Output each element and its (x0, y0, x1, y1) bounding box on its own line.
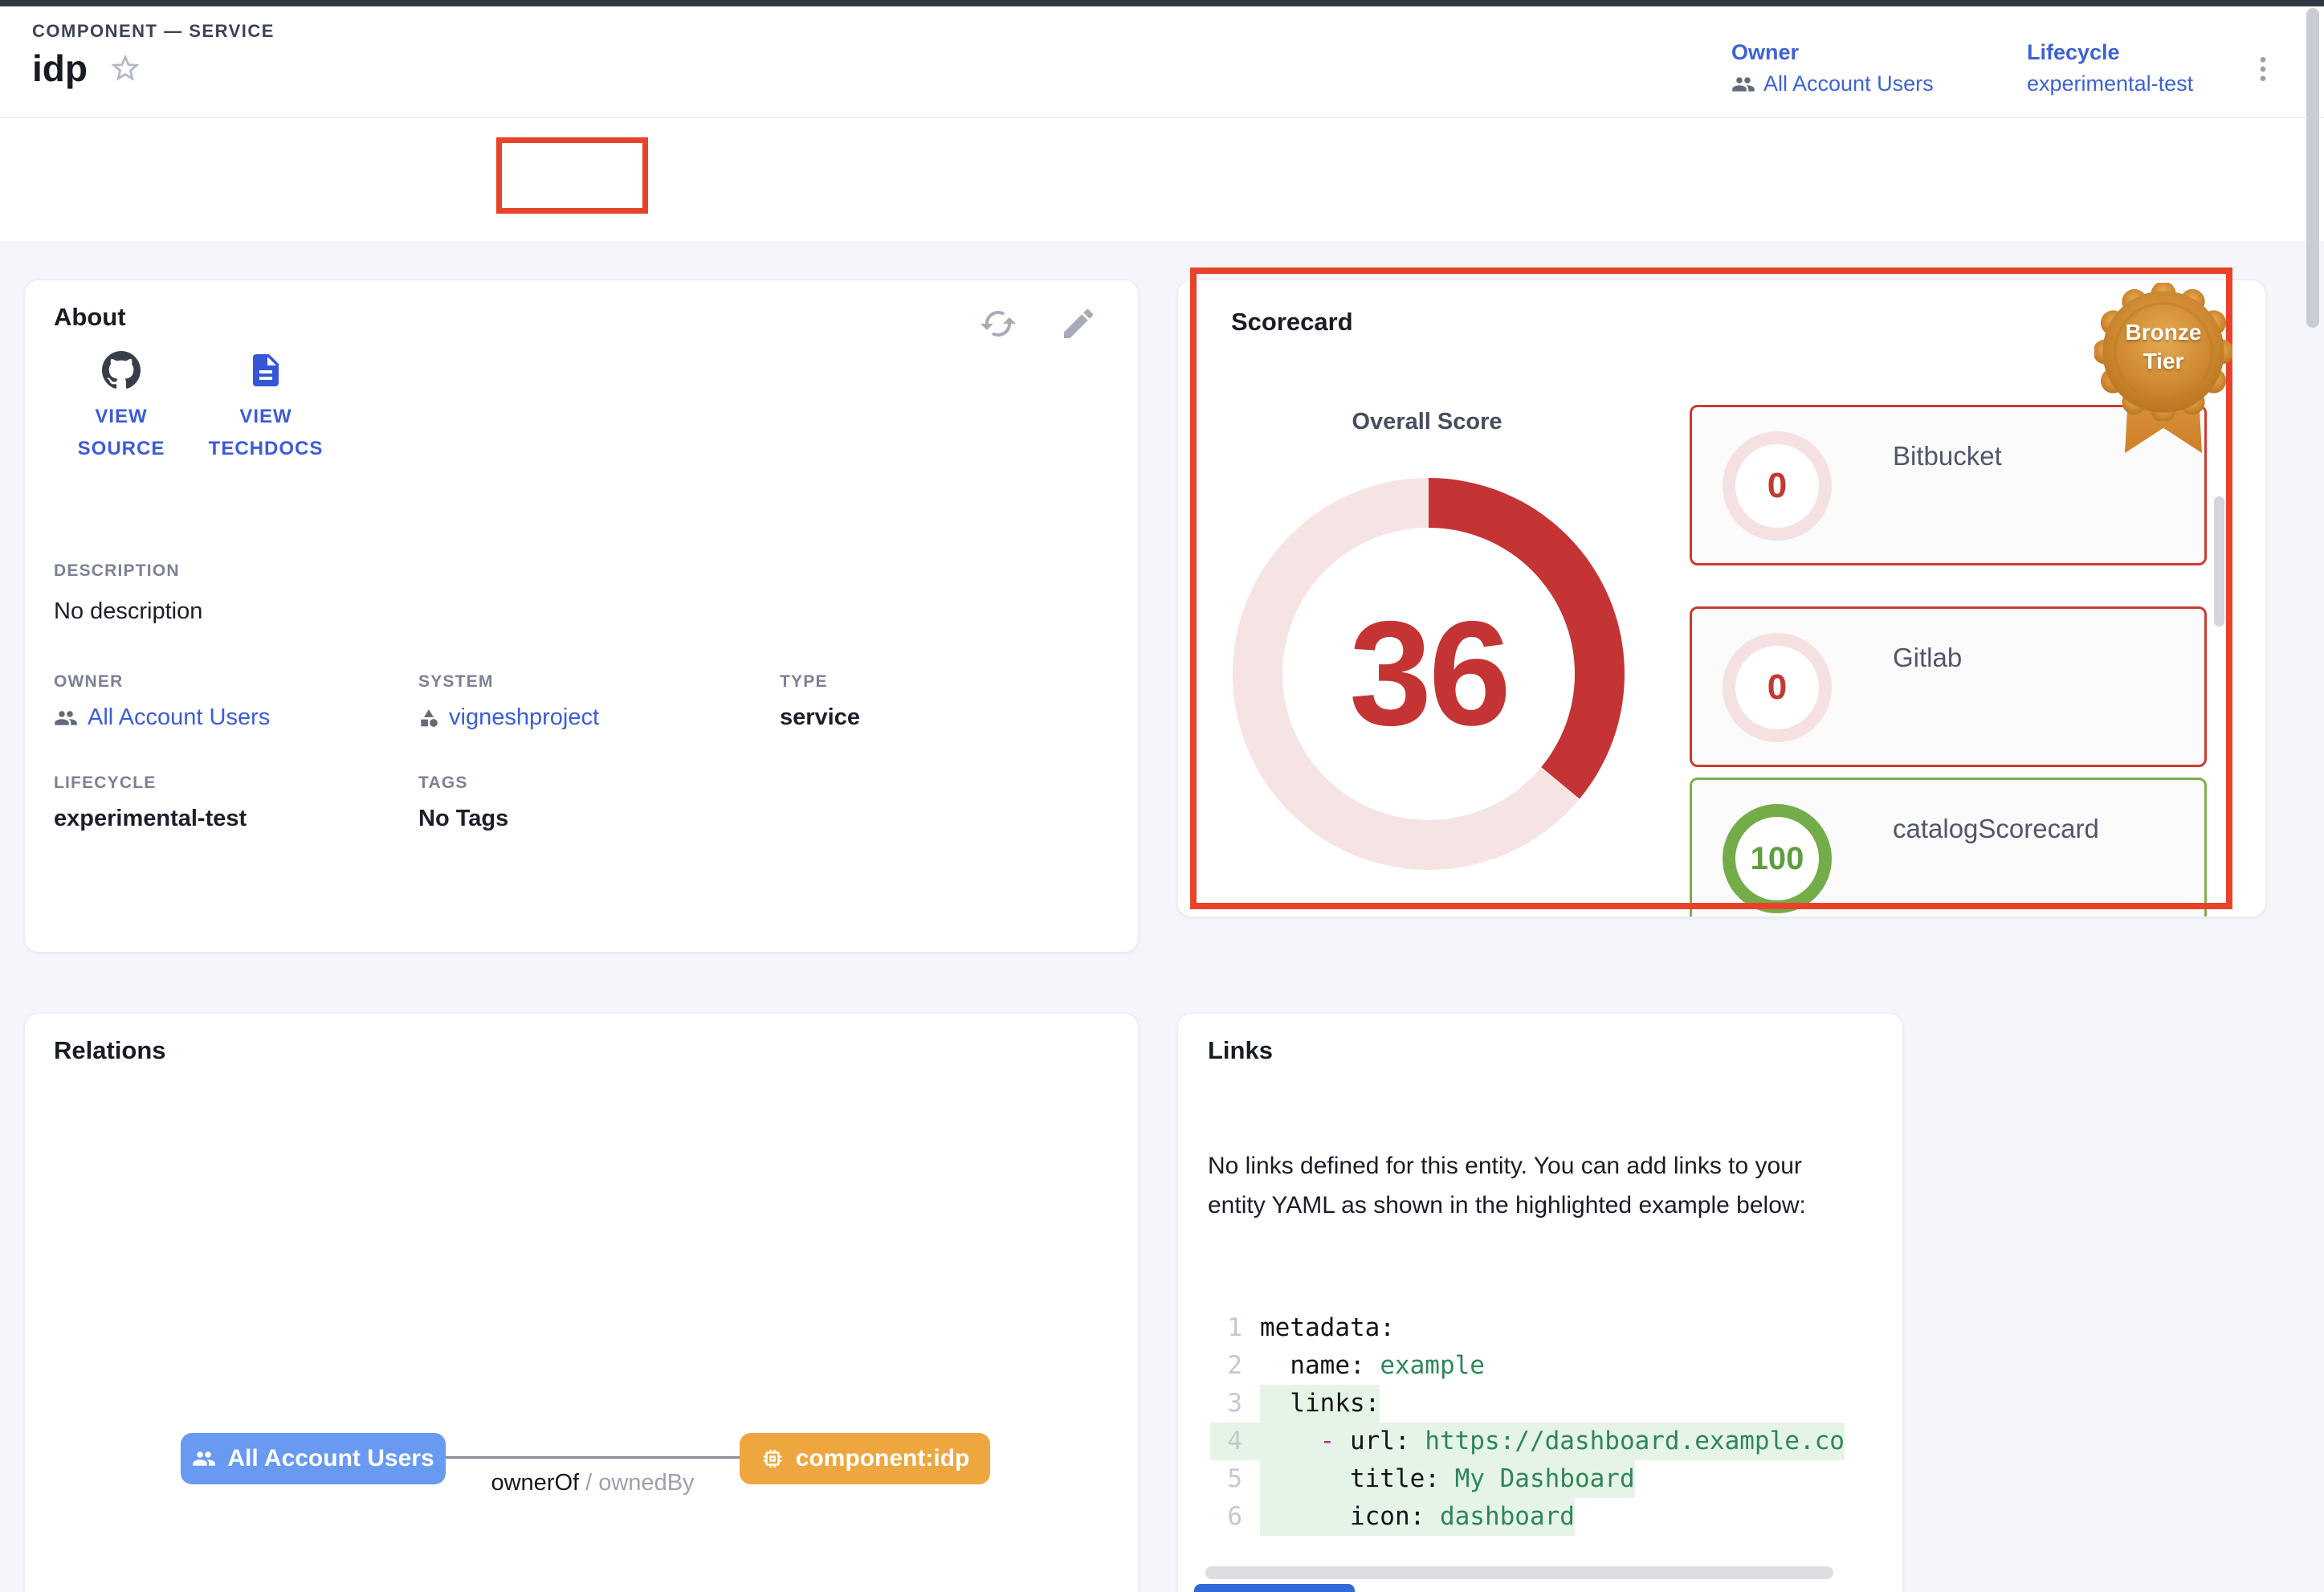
scorecard-entry-catalogscorecard[interactable]: 100 catalogScorecard (1690, 778, 2207, 916)
relations-title: Relations (54, 1036, 166, 1064)
line-number: 5 (1227, 1464, 1242, 1493)
relation-target-label: component:idp (795, 1445, 970, 1472)
description-label: DESCRIPTION (54, 561, 180, 580)
code-horizontal-scrollbar[interactable] (1205, 1566, 1833, 1579)
owner-value-link[interactable]: All Account Users (88, 704, 271, 730)
links-action-button-clipped[interactable] (1194, 1584, 1355, 1592)
entry-name: catalogScorecard (1893, 814, 2099, 843)
github-icon (102, 351, 141, 389)
entry-score: 0 (1767, 667, 1788, 707)
bronze-tier-badge: Bronze Tier (2094, 283, 2232, 459)
system-kind-icon (421, 708, 438, 727)
scorecard-entry-gitlab[interactable]: 0 Gitlab (1690, 606, 2207, 767)
kebab-icon (2260, 57, 2266, 81)
page-title-row: idp (32, 47, 142, 90)
links-card: Links No links defined for this entity. … (1177, 1013, 1903, 1592)
code-line-highlighted: 4 - url: https://dashboard.example.co (1210, 1423, 1845, 1460)
badge-tier-line1: Bronze (2125, 320, 2202, 345)
more-options-button[interactable] (2245, 45, 2281, 93)
description-value: No description (54, 598, 203, 624)
people-icon (1732, 76, 1755, 92)
entry-score: 100 (1750, 840, 1804, 876)
relation-edge (446, 1456, 740, 1459)
code-line: 2 name: example (1210, 1347, 1845, 1385)
header-divider (0, 117, 2324, 118)
line-number: 6 (1227, 1502, 1242, 1531)
view-source-link[interactable]: VIEW SOURCE (41, 351, 202, 465)
tab-bar: Overview CI/CD Scorecard API Dependencie… (0, 118, 2324, 356)
code-line: 1 metadata: (1210, 1309, 1845, 1347)
system-field-label: SYSTEM (418, 672, 494, 691)
type-field-value: service (780, 704, 860, 730)
scorecard-list-scrollbar[interactable] (2214, 496, 2224, 627)
badge-rosette (2094, 283, 2232, 421)
links-title: Links (1208, 1036, 1273, 1064)
app-top-bar (0, 0, 2324, 6)
links-empty-text: No links defined for this entity. You ca… (1208, 1153, 1806, 1218)
entry-score: 0 (1767, 466, 1788, 505)
relations-card: Relations All Account Users ownerOf / ow… (24, 1013, 1139, 1592)
overall-score-label: Overall Score (1352, 409, 1502, 435)
yaml-example-code: 1 metadata: 2 name: example 3 links: 4 -… (1210, 1309, 1845, 1550)
techdocs-icon (253, 354, 279, 386)
people-icon (55, 710, 77, 725)
owner-value-link[interactable]: All Account Users (1763, 71, 1934, 96)
view-source-label: VIEW SOURCE (77, 406, 165, 459)
entry-name: Bitbucket (1893, 441, 2002, 471)
line-number: 2 (1227, 1351, 1242, 1380)
about-card: About VIEW SOURCE VIEW TECHDOCS DESCRIPT… (24, 280, 1139, 953)
scorecard-tab-highlight-box (496, 137, 648, 214)
scorecard-card: Scorecard Overall Score 36 0 Bitbucket 0… (1177, 280, 2266, 917)
overall-score-value: 36 (1349, 591, 1511, 757)
relation-target-chip[interactable]: component:idp (740, 1433, 990, 1484)
header-lifecycle: Lifecycle experimental-test (2027, 40, 2193, 96)
page-scrollbar[interactable] (2306, 8, 2319, 328)
relation-inverse: ownedBy (598, 1470, 695, 1496)
view-techdocs-link[interactable]: VIEW TECHDOCS (186, 351, 346, 465)
lifecycle-value: experimental-test (2027, 71, 2194, 96)
relation-separator: / (579, 1470, 599, 1496)
badge-tier-line2: Tier (2143, 349, 2184, 374)
scorecard-entry-bitbucket[interactable]: 0 Bitbucket (1690, 405, 2207, 565)
header-owner: Owner All Account Users (1731, 40, 1934, 96)
component-chip-icon (763, 1449, 781, 1468)
type-field-label: TYPE (780, 672, 828, 691)
line-number: 3 (1227, 1389, 1242, 1418)
lifecycle-field-label: LIFECYCLE (54, 774, 157, 792)
tags-field-value: No Tags (418, 806, 509, 831)
overall-score-gauge: 36 (1233, 478, 1625, 870)
code-line-highlighted: 3 links: (1210, 1385, 1845, 1423)
system-value-link[interactable]: vigneshproject (449, 704, 599, 730)
relation-edge-label: ownerOf / ownedBy (446, 1470, 740, 1496)
scorecard-title: Scorecard (1231, 308, 1353, 336)
line-number: 1 (1227, 1313, 1242, 1342)
code-line-highlighted: 6 icon: dashboard (1210, 1498, 1845, 1536)
page-title: idp (32, 47, 88, 89)
edit-icon[interactable] (1059, 304, 1098, 343)
refresh-icon[interactable] (979, 304, 1017, 343)
owner-label: Owner (1731, 40, 1800, 64)
lifecycle-field-value: experimental-test (54, 806, 247, 831)
owner-field-value: All Account Users (54, 704, 270, 731)
entry-name: Gitlab (1893, 643, 1963, 672)
relation-source-label: All Account Users (227, 1445, 434, 1472)
system-field-value: vigneshproject (418, 704, 599, 731)
view-techdocs-label: VIEW TECHDOCS (208, 406, 324, 459)
relation-source-chip[interactable]: All Account Users (181, 1433, 446, 1484)
line-number: 4 (1227, 1427, 1242, 1455)
scorecard-card-highlight-box (1190, 267, 2232, 909)
owner-field-label: OWNER (54, 672, 124, 691)
star-icon[interactable] (108, 51, 142, 85)
code-line-highlighted: 5 title: My Dashboard (1210, 1460, 1845, 1498)
breadcrumb: COMPONENT — SERVICE (32, 21, 275, 41)
people-icon (193, 1451, 216, 1466)
relation-forward: ownerOf (491, 1470, 580, 1496)
tags-field-label: TAGS (418, 774, 468, 792)
about-title: About (54, 303, 126, 331)
lifecycle-label: Lifecycle (2027, 40, 2120, 64)
